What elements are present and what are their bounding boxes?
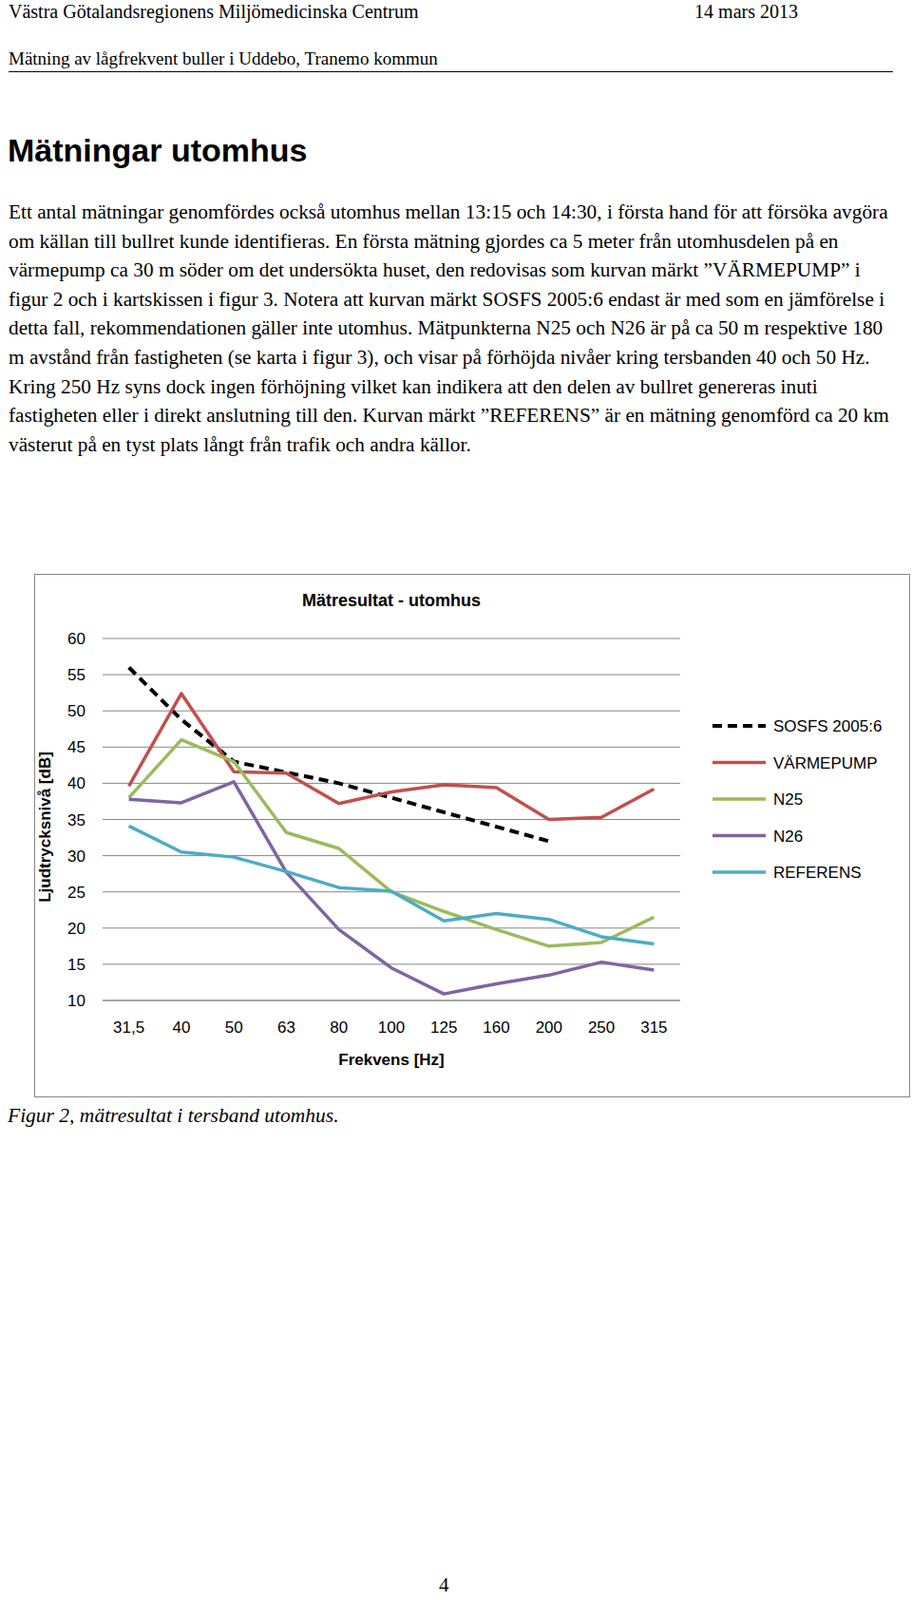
y-tick-label: 60 <box>67 629 86 648</box>
legend-swatch <box>712 870 766 874</box>
grid-line <box>102 1000 681 1002</box>
grid-line <box>102 782 681 784</box>
header-right: 14 mars 2013 <box>694 0 798 23</box>
series-line <box>129 740 655 947</box>
x-tick-label: 40 <box>171 1018 190 1037</box>
grid-line <box>102 855 681 856</box>
grid-line <box>102 710 681 712</box>
chart-frame <box>35 574 911 1098</box>
y-tick-label: 45 <box>67 738 86 757</box>
x-tick-label: 160 <box>482 1018 510 1037</box>
x-axis <box>102 1000 681 1002</box>
y-tick-label: 55 <box>67 665 86 684</box>
y-tick-label: 10 <box>67 991 86 1010</box>
grid-line <box>102 638 681 640</box>
legend-swatch <box>712 760 766 765</box>
legend-swatch <box>712 834 766 838</box>
legend-swatch <box>712 797 766 801</box>
series-line <box>129 825 655 944</box>
y-tick-label: 30 <box>67 847 86 866</box>
grid-line <box>102 927 681 929</box>
series-line <box>129 693 655 820</box>
series-line <box>129 781 655 994</box>
x-axis-label: Frekvens [Hz] <box>338 1050 444 1069</box>
x-tick-label: 100 <box>378 1018 405 1037</box>
x-tick-label: 31,5 <box>113 1018 145 1037</box>
x-tick-label: 125 <box>430 1018 457 1037</box>
y-tick-label: 50 <box>67 702 86 721</box>
y-axis-label: Ljudtrycksnivå [dB] <box>36 751 55 903</box>
legend-label: N25 <box>773 790 803 809</box>
y-tick-label: 20 <box>67 919 86 938</box>
header-left: Västra Götalandsregionens Miljömedicinsk… <box>8 0 419 23</box>
legend-label: REFERENS <box>773 863 862 882</box>
x-tick-label: 80 <box>329 1018 348 1037</box>
y-tick-label: 40 <box>67 774 86 793</box>
legend-label: N26 <box>773 827 803 846</box>
chart-title: Mätresultat - utomhus <box>302 590 481 610</box>
chart: Mätresultat - utomhus 10 15 20 25 30 35 40 45 50 5… <box>34 573 911 1098</box>
legend-label: SOSFS 2005:6 <box>773 717 882 736</box>
caption: Figur 2, mätresultat i tersband utomhus. <box>7 1102 340 1129</box>
y-tick-label: 25 <box>67 883 86 902</box>
grid-line <box>102 674 681 676</box>
x-tick-label: 250 <box>588 1018 615 1037</box>
series-group <box>129 666 655 994</box>
paragraph: Ett antal mätningar genomfördes också ut… <box>8 197 898 459</box>
legend-swatch <box>712 723 766 728</box>
x-tick-label: 315 <box>640 1018 667 1037</box>
x-tick-label: 200 <box>535 1018 563 1037</box>
heading: Mätningar utomhus <box>7 131 307 170</box>
y-tick-label: 35 <box>67 811 86 830</box>
grid-line <box>102 746 681 748</box>
header-subtitle: Mätning av lågfrekvent buller i Uddebo, … <box>8 47 438 71</box>
series-line <box>129 666 550 841</box>
x-tick-label: 50 <box>225 1018 244 1037</box>
header-rule <box>8 71 893 73</box>
legend-label: VÄRMEPUMP <box>773 754 878 773</box>
y-tick-label: 15 <box>67 955 86 974</box>
x-tick-label: 63 <box>277 1018 296 1037</box>
page-number: 4 <box>438 1572 450 1597</box>
